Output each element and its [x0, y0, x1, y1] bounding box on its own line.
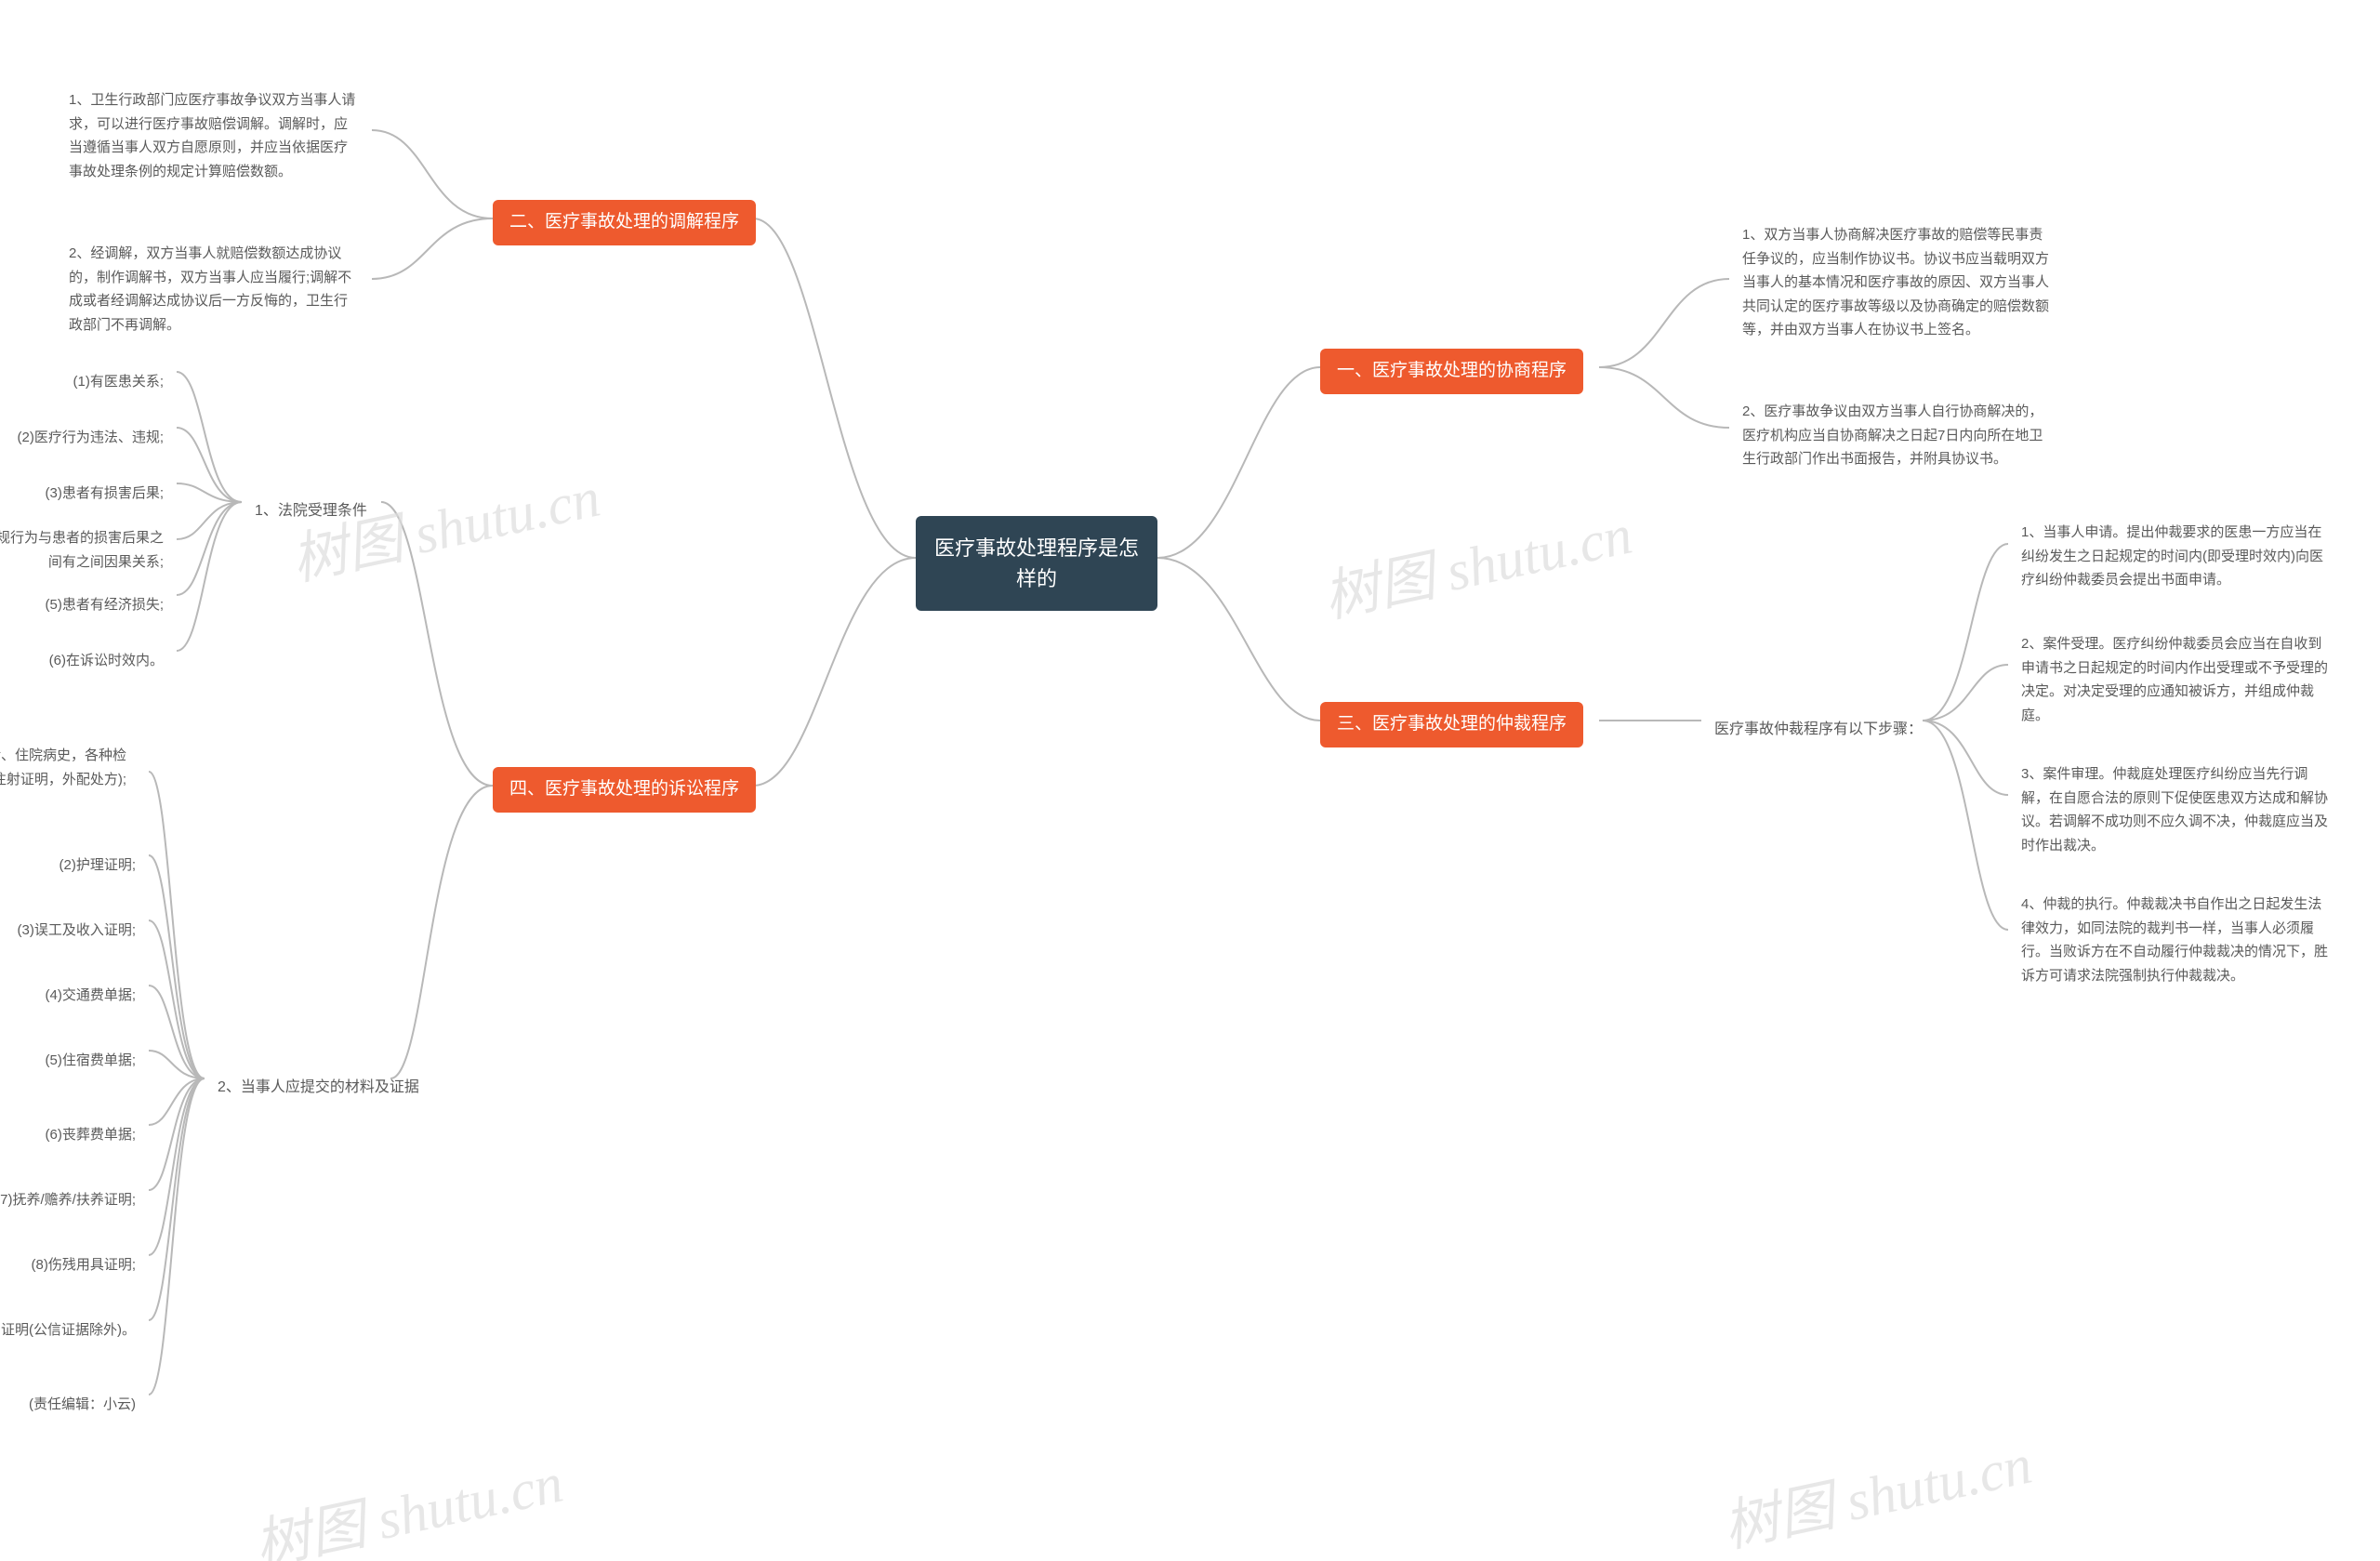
leaf-text: (2)护理证明; [59, 857, 136, 873]
branch-1-label: 一、医疗事故处理的协商程序 [1337, 361, 1567, 380]
sub2-leaf-8: (8)伤残用具证明; [0, 1244, 149, 1287]
watermark: 树图 shutu.cn [1715, 1419, 2038, 1561]
leaf-text: (1)有医患关系; [73, 374, 164, 390]
leaf-text: (7)抚养/赡养/扶养证明; [0, 1192, 136, 1208]
branch-2-child-2: 2、经调解，双方当事人就赔偿数额达成协议的，制作调解书，双方当事人应当履行;调解… [56, 232, 372, 346]
leaf-text: (6)在诉讼时效内。 [49, 653, 164, 668]
sub2-leaf-1: (1)就诊资料(包括门、急诊、住院病史，各种检验申请单，医药费清单，注射证明，外… [0, 734, 139, 800]
leaf-text: (4)交通费单据; [45, 987, 136, 1003]
leaf-text: (3)误工及收入证明; [17, 922, 136, 938]
branch-1-child-2: 2、医疗事故争议由双方当事人自行协商解决的，医疗机构应当自协商解决之日起7日内向… [1729, 390, 2064, 481]
leaf-text: 1、双方当事人协商解决医疗事故的赔偿等民事责任争议的，应当制作协议书。协议书应当… [1742, 227, 2049, 337]
sub2-leaf-4: (4)交通费单据; [9, 974, 149, 1017]
sub2-leaf-2: (2)护理证明; [19, 844, 149, 887]
sub2-leaf-7: (7)抚养/赡养/扶养证明; [0, 1179, 149, 1222]
sub2-leaf-3: (3)误工及收入证明; [0, 909, 149, 952]
branch-4: 四、医疗事故处理的诉讼程序 [493, 767, 756, 813]
branch-3-step-3: 3、案件审理。仲裁庭处理医疗纠纷应当先行调解，在自愿合法的原则下促使医患双方达成… [2008, 753, 2343, 866]
branch-3-step-4: 4、仲裁的执行。仲裁裁决书自作出之日起发生法律效力，如同法院的裁判书一样，当事人… [2008, 883, 2343, 997]
leaf-text: 1、法院受理条件 [255, 503, 367, 519]
leaf-text: (5)患者有经济损失; [45, 597, 164, 613]
branch-3-step-1: 1、当事人申请。提出仲裁要求的医患一方应当在纠纷发生之日起规定的时间内(即受理时… [2008, 511, 2343, 602]
sub1-leaf-4: (4)医疗违法、违规行为与患者的损害后果之间有之间因果关系; [0, 517, 177, 583]
leaf-text: 3、案件审理。仲裁庭处理医疗纠纷应当先行调解，在自愿合法的原则下促使医患双方达成… [2021, 766, 2328, 853]
sub1-leaf-6: (6)在诉讼时效内。 [19, 640, 177, 682]
sub2-leaf-6: (6)丧葬费单据; [9, 1114, 149, 1157]
branch-1-child-1: 1、双方当事人协商解决医疗事故的赔偿等民事责任争议的，应当制作协议书。协议书应当… [1729, 214, 2064, 351]
branch-2: 二、医疗事故处理的调解程序 [493, 200, 756, 245]
sub1-leaf-1: (1)有医患关系; [19, 361, 177, 403]
leaf-text: (4)医疗违法、违规行为与患者的损害后果之间有之间因果关系; [0, 530, 164, 570]
leaf-text: (5)住宿费单据; [45, 1052, 136, 1068]
leaf-text: 2、经调解，双方当事人就赔偿数额达成协议的，制作调解书，双方当事人应当履行;调解… [69, 245, 351, 333]
branch-3-step-2: 2、案件受理。医疗纠纷仲裁委员会应当在自收到申请书之日起规定的时间内作出受理或不… [2008, 623, 2343, 736]
branch-3-sub: 医疗事故仲裁程序有以下步骤： [1701, 709, 1936, 750]
root-node: 医疗事故处理程序是怎样的 [916, 516, 1157, 611]
branch-3: 三、医疗事故处理的仲裁程序 [1320, 702, 1583, 747]
sub1-leaf-3: (3)患者有损害后果; [19, 472, 177, 515]
root-label: 医疗事故处理程序是怎样的 [934, 536, 1139, 590]
leaf-text: (8)伤残用具证明; [31, 1257, 136, 1273]
branch-2-child-1: 1、卫生行政部门应医疗事故争议双方当事人请求，可以进行医疗事故赔偿调解。调解时，… [56, 79, 372, 192]
branch-3-label: 三、医疗事故处理的仲裁程序 [1337, 714, 1567, 734]
leaf-text: 2、当事人应提交的材料及证据 [218, 1079, 419, 1095]
sub2-leaf-9: (9)身份及亲属关系证明(公信证据除外)。 [0, 1309, 149, 1352]
sub1-leaf-2: (2)医疗行为违法、违规; [0, 417, 177, 459]
branch-4-label: 四、医疗事故处理的诉讼程序 [509, 779, 739, 799]
leaf-text: (3)患者有损害后果; [45, 485, 164, 501]
branch-4-sub1: 1、法院受理条件 [242, 491, 380, 532]
leaf-text: 医疗事故仲裁程序有以下步骤： [1714, 721, 1923, 737]
leaf-text: (6)丧葬费单据; [45, 1127, 136, 1143]
sub1-leaf-5: (5)患者有经济损失; [19, 584, 177, 627]
mindmap-canvas: 医疗事故处理程序是怎样的 一、医疗事故处理的协商程序 1、双方当事人协商解决医疗… [0, 0, 2380, 1561]
leaf-text: (1)就诊资料(包括门、急诊、住院病史，各种检验申请单，医药费清单，注射证明，外… [0, 747, 126, 787]
leaf-text: (2)医疗行为违法、违规; [17, 430, 164, 445]
sub2-leaf-5: (5)住宿费单据; [9, 1039, 149, 1082]
watermark: 树图 shutu.cn [1316, 489, 1638, 633]
leaf-text: 2、医疗事故争议由双方当事人自行协商解决的，医疗机构应当自协商解决之日起7日内向… [1742, 403, 2043, 467]
branch-4-sub2: 2、当事人应提交的材料及证据 [205, 1067, 432, 1108]
leaf-text: (9)身份及亲属关系证明(公信证据除外)。 [0, 1322, 136, 1338]
leaf-text: 2、案件受理。医疗纠纷仲裁委员会应当在自收到申请书之日起规定的时间内作出受理或不… [2021, 636, 2328, 723]
leaf-text: 1、卫生行政部门应医疗事故争议双方当事人请求，可以进行医疗事故赔偿调解。调解时，… [69, 92, 355, 179]
leaf-text: (责任编辑：小云) [29, 1396, 136, 1412]
leaf-text: 1、当事人申请。提出仲裁要求的医患一方应当在纠纷发生之日起规定的时间内(即受理时… [2021, 524, 2323, 588]
branch-1: 一、医疗事故处理的协商程序 [1320, 349, 1583, 394]
watermark: 树图 shutu.cn [246, 1437, 569, 1561]
branch-2-label: 二、医疗事故处理的调解程序 [509, 212, 739, 232]
leaf-text: 4、仲裁的执行。仲裁裁决书自作出之日起发生法律效力，如同法院的裁判书一样，当事人… [2021, 896, 2328, 984]
sub2-leaf-10: (责任编辑：小云) [0, 1383, 149, 1426]
